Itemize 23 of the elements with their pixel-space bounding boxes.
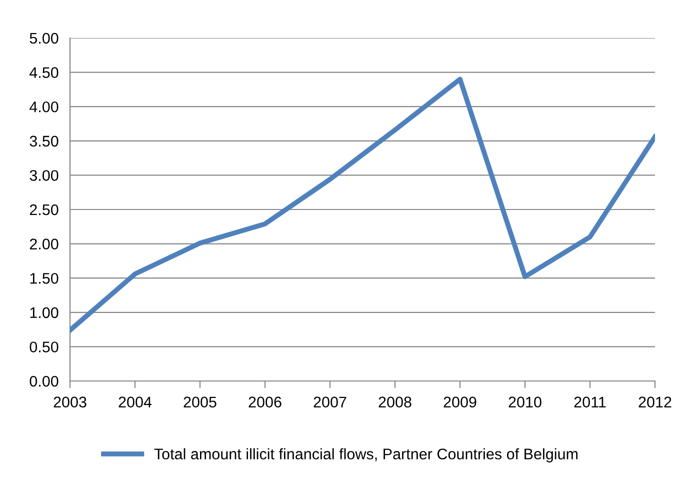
y-tick-label: 3.50 xyxy=(30,136,58,147)
x-tick-label: 2012 xyxy=(638,396,672,408)
y-tick-label: 5.00 xyxy=(30,32,58,44)
y-tick-label: 0.00 xyxy=(30,376,58,387)
x-tick-label: 2003 xyxy=(54,396,86,408)
x-tick-label: 2006 xyxy=(248,396,282,408)
x-tick-label: 2010 xyxy=(508,396,542,408)
y-tick-label: 0.50 xyxy=(30,342,58,352)
y-tick-label: 3.00 xyxy=(30,170,58,181)
x-tick-label: 2005 xyxy=(184,396,216,408)
y-tick-label: 1.50 xyxy=(30,272,58,284)
x-tick-label: 2004 xyxy=(118,396,152,408)
y-tick-label: 2.00 xyxy=(30,238,58,250)
x-tick-label: 2011 xyxy=(574,396,606,408)
x-tick-label: 2008 xyxy=(378,396,412,408)
x-tick-label: 2009 xyxy=(444,396,476,408)
line-series xyxy=(70,76,655,333)
y-tick-label: 2.50 xyxy=(30,204,58,216)
x-tick-label: 2007 xyxy=(314,396,346,408)
legend-label: Total amount illicit financial flows, Partner Countries of Belgium xyxy=(154,448,578,462)
y-tick-label: 1.00 xyxy=(30,307,58,318)
y-tick-label: 4.50 xyxy=(30,67,58,78)
y-tick-label: 4.00 xyxy=(30,101,58,112)
